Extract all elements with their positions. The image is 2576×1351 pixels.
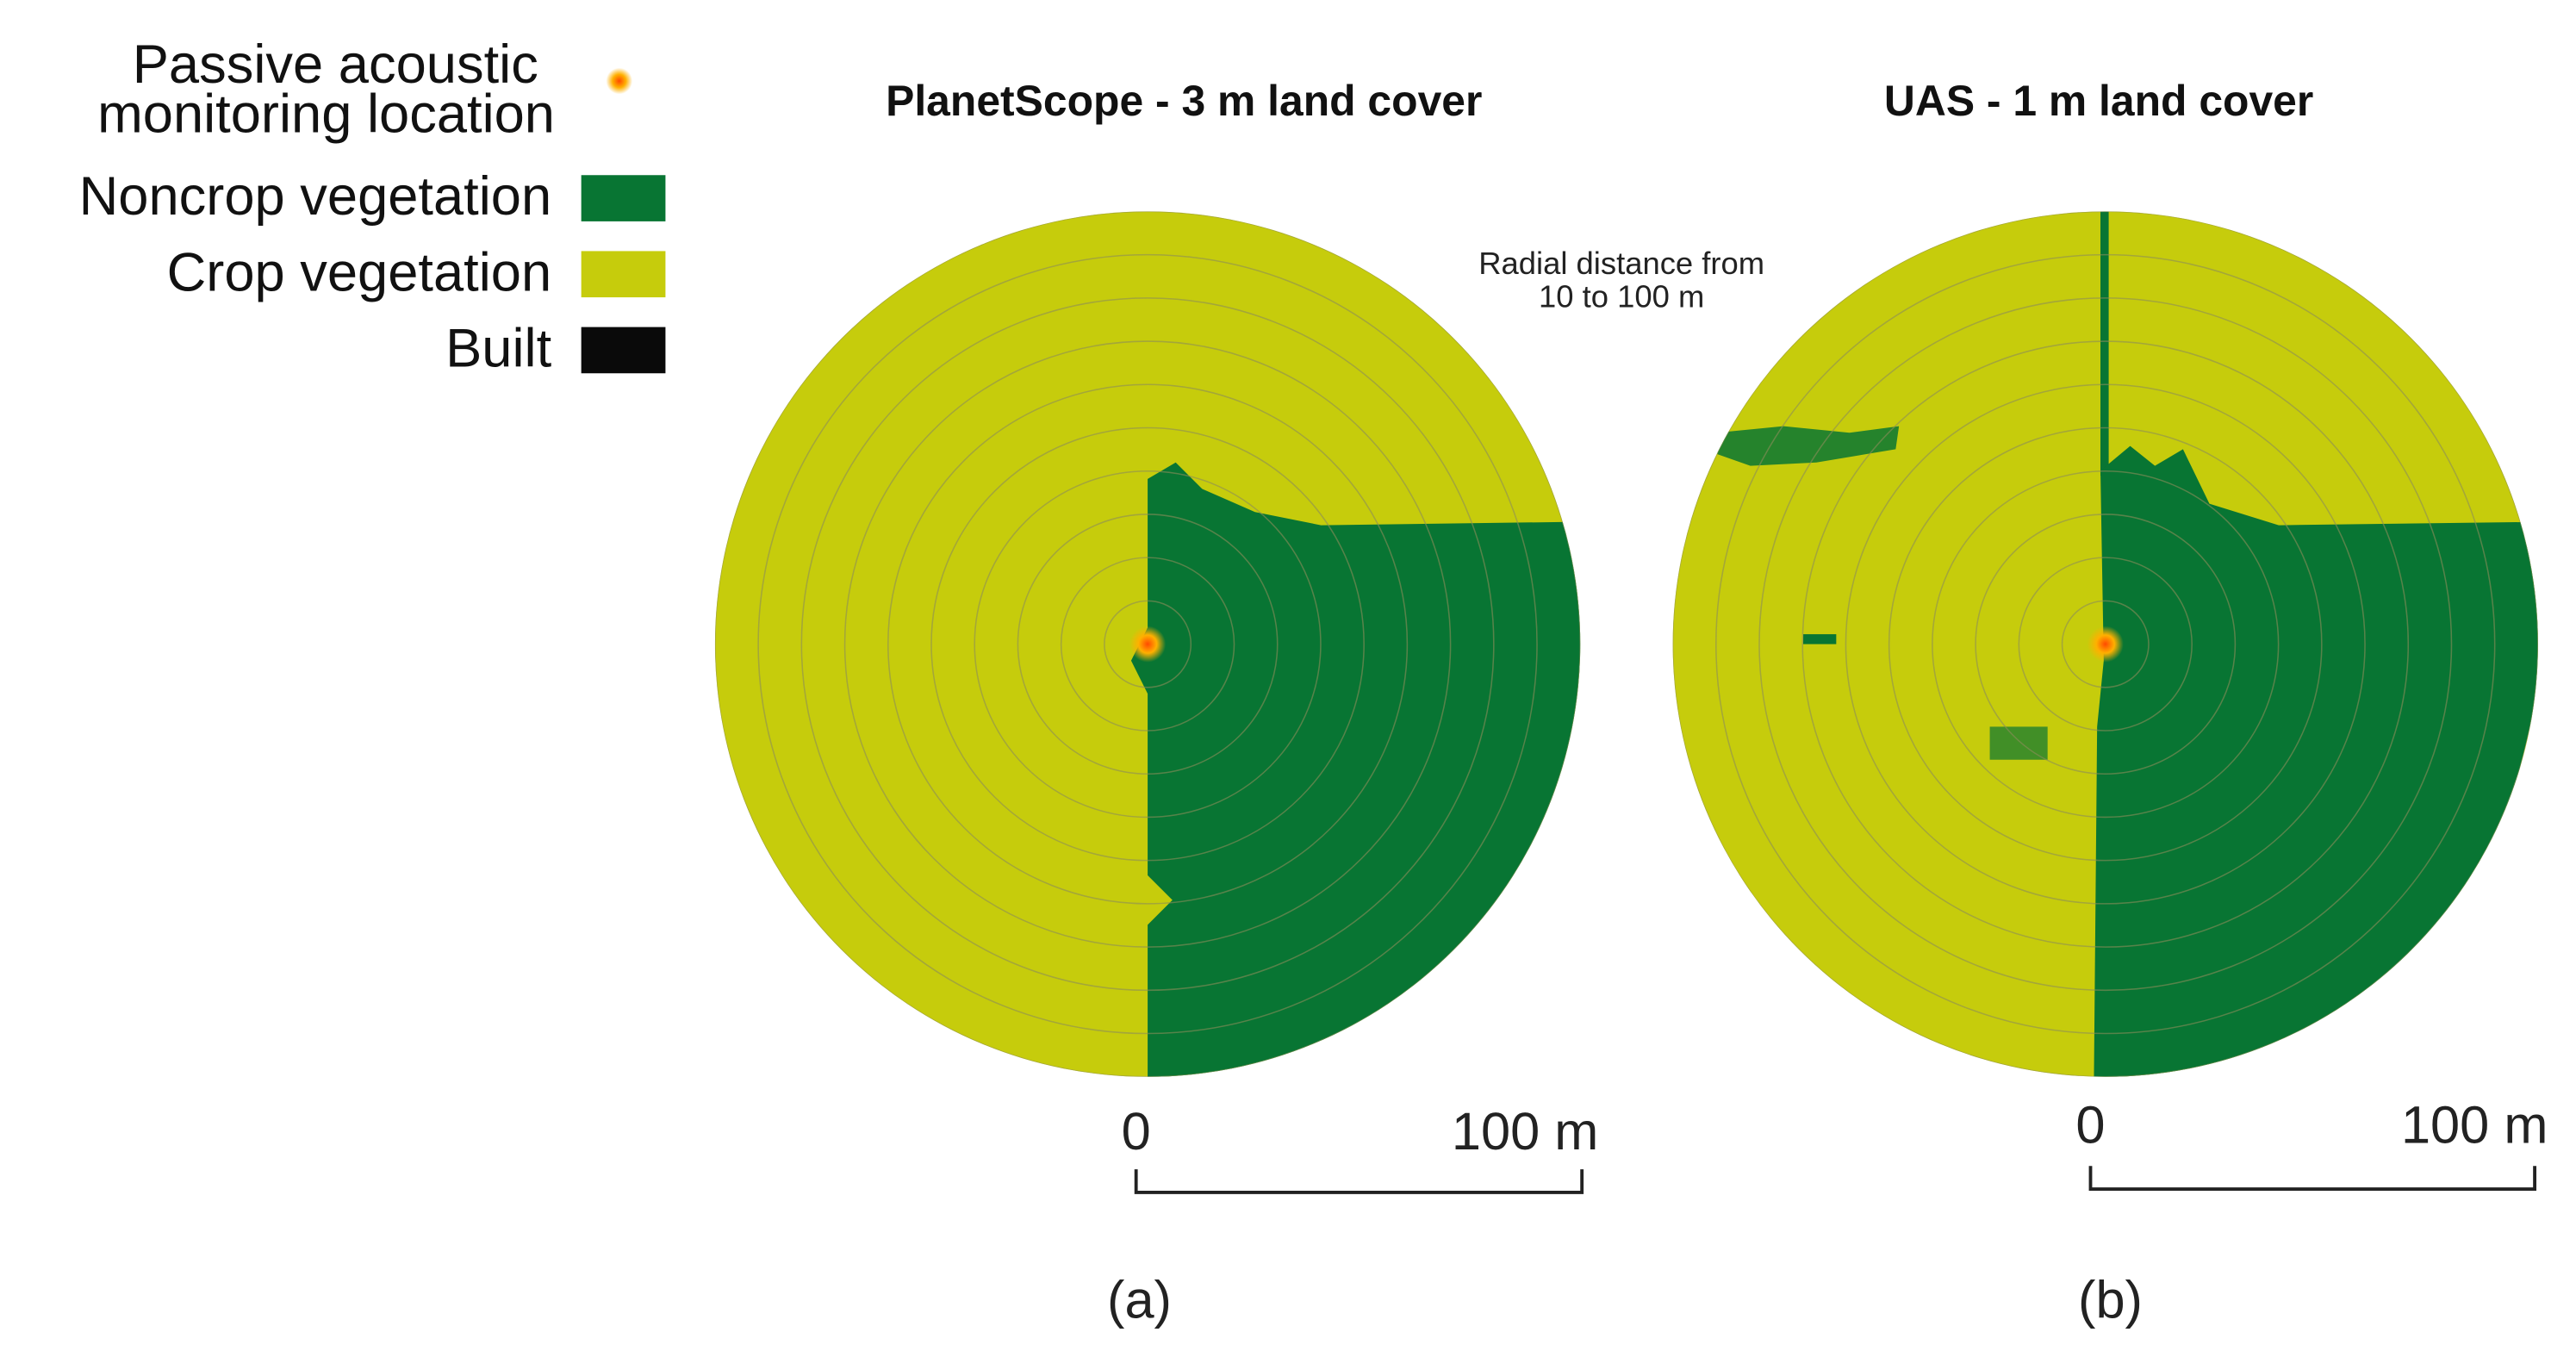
- distance-ring: [1017, 514, 1279, 775]
- noncrop-area: [1130, 462, 1581, 1077]
- panel-title: PlanetScope - 3 m land cover: [886, 77, 1482, 125]
- distance-ring: [1758, 297, 2453, 992]
- noncrop-patch: [1989, 726, 2048, 760]
- distance-ring: [843, 340, 1452, 948]
- annotation: 10 to 100 m: [1539, 279, 1704, 314]
- distance-ring: [1060, 557, 1235, 732]
- scale-label: 0: [1122, 1101, 1151, 1161]
- distance-ring: [1801, 340, 2410, 948]
- distance-ring: [2061, 600, 2150, 688]
- distance-ring: [757, 253, 1538, 1035]
- legend-swatch: [581, 327, 666, 374]
- noncrop-area: [2094, 445, 2538, 1077]
- noncrop-patch: [1717, 426, 1900, 466]
- scale-label: 100 m: [2401, 1094, 2548, 1154]
- scale-bar: [1134, 1169, 1584, 1194]
- distance-ring: [887, 383, 1409, 905]
- noncrop-area: [2100, 211, 2109, 476]
- distance-ring: [1975, 514, 2237, 775]
- annotation: Radial distance from: [1478, 246, 1764, 281]
- panel-label: (b): [2078, 1270, 2143, 1329]
- distance-ring: [2018, 557, 2193, 732]
- distance-ring: [930, 426, 1365, 862]
- panel-label: (a): [1107, 1270, 1172, 1329]
- legend-swatch: [581, 175, 666, 221]
- legend-swatch: [581, 251, 666, 298]
- scale-label: 0: [2075, 1094, 2105, 1154]
- scale-label: 100 m: [1452, 1101, 1598, 1161]
- noncrop-patch: [1803, 634, 1837, 644]
- monitoring-location: [2087, 626, 2124, 663]
- legend-label: monitoring location: [97, 84, 555, 144]
- scale-bar: [2088, 1166, 2536, 1191]
- legend-label: Passive acoustic: [133, 34, 538, 95]
- legend-marker: [606, 67, 633, 95]
- distance-ring: [1888, 426, 2323, 862]
- distance-ring: [1715, 253, 2496, 1035]
- distance-ring: [1845, 383, 2366, 905]
- panel-title: UAS - 1 m land cover: [1884, 77, 2313, 125]
- legend-label: Noncrop vegetation: [79, 166, 552, 227]
- legend-label: Crop vegetation: [167, 242, 552, 302]
- monitoring-location: [1129, 626, 1167, 663]
- legend-label: Built: [445, 319, 551, 379]
- distance-ring: [1932, 470, 2280, 819]
- distance-ring: [974, 470, 1322, 819]
- distance-ring: [800, 297, 1495, 992]
- distance-ring: [1104, 600, 1192, 688]
